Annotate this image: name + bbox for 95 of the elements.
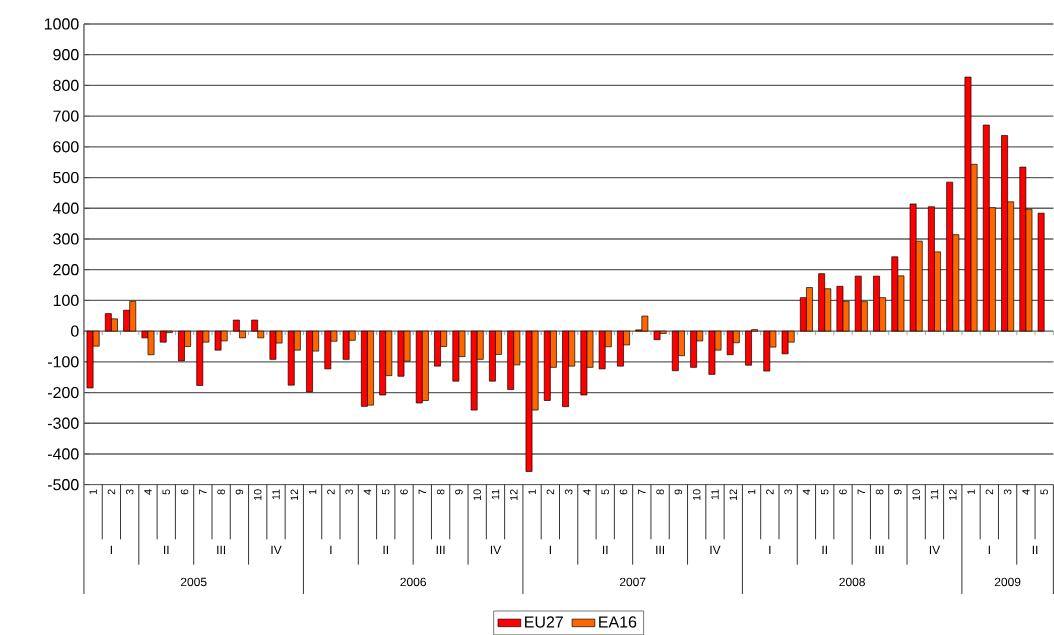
- y-tick-label: -400: [47, 448, 79, 460]
- x-tick-label: 9: [455, 489, 463, 495]
- x-tick-label: 3: [125, 489, 134, 495]
- x-tick-label: 2: [546, 489, 555, 495]
- x-tick-label: 7: [857, 489, 865, 495]
- text: 2005: [180, 577, 207, 587]
- x-tick-label: 1: [89, 489, 97, 495]
- y-tick-label: -500: [47, 479, 79, 491]
- x-tick-label: 12: [729, 489, 737, 500]
- y-tick-label: 500: [53, 171, 79, 184]
- x-tick-label: 12: [949, 489, 957, 500]
- x-tick-label: 11: [272, 489, 280, 500]
- x-tick-label: 7: [638, 489, 646, 495]
- text: II: [164, 545, 169, 555]
- legend-label: EU27: [525, 616, 563, 628]
- y-tick-label: 100: [53, 294, 79, 307]
- text: IV: [490, 545, 502, 555]
- x-tick-label: 12: [510, 489, 518, 500]
- text: III: [436, 545, 445, 555]
- text: II: [1032, 545, 1038, 555]
- x-tick-label: 12: [290, 489, 299, 500]
- x-tick-label: 4: [144, 489, 152, 495]
- text: III: [875, 545, 884, 555]
- y-tick-label: 0: [70, 325, 79, 337]
- y-tick-label: -100: [47, 356, 79, 368]
- text: II: [603, 545, 608, 555]
- x-tick-label: 11: [491, 489, 500, 500]
- text: I: [549, 545, 551, 555]
- x-tick-label: 6: [839, 489, 847, 495]
- x-tick-label: 10: [912, 489, 920, 500]
- x-tick-label: 4: [802, 489, 811, 495]
- x-tick-label: 3: [564, 489, 573, 495]
- x-tick-label: 6: [180, 489, 189, 495]
- x-tick-label: 6: [619, 489, 628, 495]
- x-tick-label: 4: [363, 489, 372, 495]
- x-tick-label: 4: [1022, 489, 1030, 495]
- x-tick-label: 2: [327, 489, 335, 495]
- text: 2006: [400, 577, 426, 587]
- x-tick-label: 2: [985, 489, 994, 495]
- x-tick-label: 10: [253, 489, 262, 500]
- y-tick-label: 300: [53, 233, 79, 245]
- x-tick-label: 4: [583, 489, 591, 495]
- text: III: [656, 545, 665, 555]
- x-tick-label: 1: [967, 489, 975, 495]
- x-tick-label: 11: [930, 489, 939, 500]
- text: IV: [710, 545, 721, 555]
- x-tick-label: 6: [400, 489, 408, 495]
- text: 2008: [839, 577, 865, 587]
- x-tick-label: 2: [766, 489, 774, 495]
- x-tick-label: 5: [382, 489, 390, 495]
- x-tick-label: 1: [747, 489, 756, 495]
- x-tick-label: 1: [528, 489, 536, 495]
- text: 2007: [619, 577, 646, 587]
- text: II: [383, 545, 388, 555]
- x-tick-label: 8: [436, 489, 445, 495]
- bar: [1037, 212, 1045, 332]
- text: II: [822, 545, 827, 555]
- x-tick-label: 10: [473, 489, 481, 500]
- y-tick-label: 200: [53, 264, 79, 276]
- text: IV: [271, 545, 282, 555]
- text: IV: [929, 545, 941, 555]
- x-tick-label: 9: [894, 489, 902, 495]
- x-tick-label: 10: [692, 489, 701, 500]
- text: I: [769, 545, 771, 555]
- y-tick-label: -300: [47, 417, 79, 429]
- x-tick-label: 9: [235, 489, 244, 495]
- x-tick-label: 3: [784, 489, 792, 495]
- text: I: [330, 545, 332, 555]
- x-tick-label: 2: [107, 489, 116, 495]
- y-tick-label: 800: [53, 79, 79, 92]
- x-tick-label: 7: [199, 489, 207, 495]
- x-tick-label: 5: [1040, 489, 1048, 495]
- y-tick-label: 700: [53, 110, 79, 122]
- y-tick-label: 600: [53, 141, 79, 153]
- y-tick-label: -200: [47, 386, 79, 399]
- x-tick-label: 7: [418, 489, 426, 495]
- x-tick-label: 11: [711, 489, 719, 500]
- y-tick-label: 1000: [44, 18, 79, 30]
- x-tick-label: 8: [217, 489, 225, 495]
- text: 2009: [994, 577, 1021, 587]
- y-tick-label: 900: [53, 49, 79, 61]
- legend-label: EA16: [599, 616, 637, 628]
- x-tick-label: 5: [162, 489, 170, 495]
- y-tick-label: 400: [52, 202, 79, 214]
- x-tick-label: 5: [601, 489, 609, 495]
- text: III: [217, 545, 226, 555]
- x-tick-label: 9: [674, 489, 683, 495]
- text: I: [988, 545, 990, 555]
- x-tick-label: 1: [308, 489, 317, 495]
- text: I: [110, 545, 112, 555]
- x-tick-label: 3: [345, 489, 353, 495]
- x-tick-label: 3: [1003, 489, 1012, 495]
- x-tick-label: 8: [875, 489, 884, 495]
- x-tick-label: 5: [820, 489, 829, 495]
- x-tick-label: 8: [656, 489, 664, 495]
